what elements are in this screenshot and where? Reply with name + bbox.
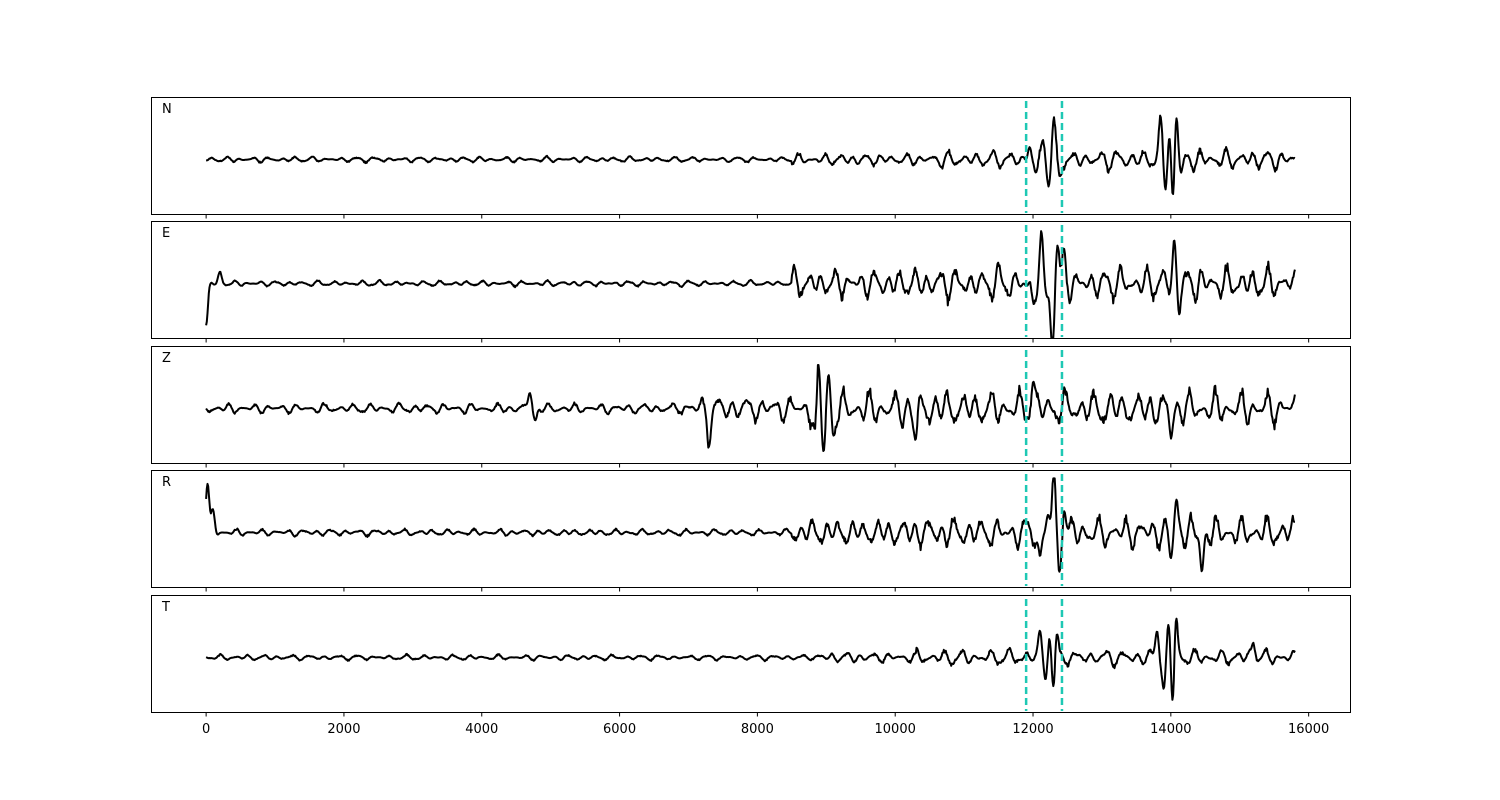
panel-t: T <box>151 595 1351 717</box>
panel-n: N <box>151 97 1351 219</box>
x-tick-label: 0 <box>202 722 210 737</box>
panel-label-e: E <box>162 226 170 241</box>
x-tick-label: 2000 <box>327 722 360 737</box>
x-tick-label: 12000 <box>1012 722 1053 737</box>
panel-z: Z <box>151 346 1351 468</box>
panel-frame <box>151 595 1351 713</box>
x-tick-label: 16000 <box>1288 722 1329 737</box>
panel-frame <box>151 346 1351 464</box>
panel-label-t: T <box>161 600 170 615</box>
panel-label-z: Z <box>162 351 171 366</box>
waveform-n <box>205 114 1296 195</box>
x-tick-label: 14000 <box>1150 722 1191 737</box>
panel-label-r: R <box>162 475 171 490</box>
panel-label-n: N <box>162 102 172 117</box>
waveform-t <box>205 617 1296 701</box>
panel-frame <box>151 221 1351 339</box>
x-tick-label: 4000 <box>465 722 498 737</box>
panel-r: R <box>151 470 1351 592</box>
waveform-r <box>205 477 1296 573</box>
x-tick-label: 6000 <box>603 722 636 737</box>
x-tick-label: 10000 <box>875 722 916 737</box>
panel-frame <box>151 97 1351 215</box>
panel-frame <box>151 470 1351 588</box>
waveform-z <box>205 364 1296 452</box>
panel-e: E <box>151 221 1351 343</box>
waveform-e <box>205 230 1296 339</box>
x-tick-label: 8000 <box>741 722 774 737</box>
